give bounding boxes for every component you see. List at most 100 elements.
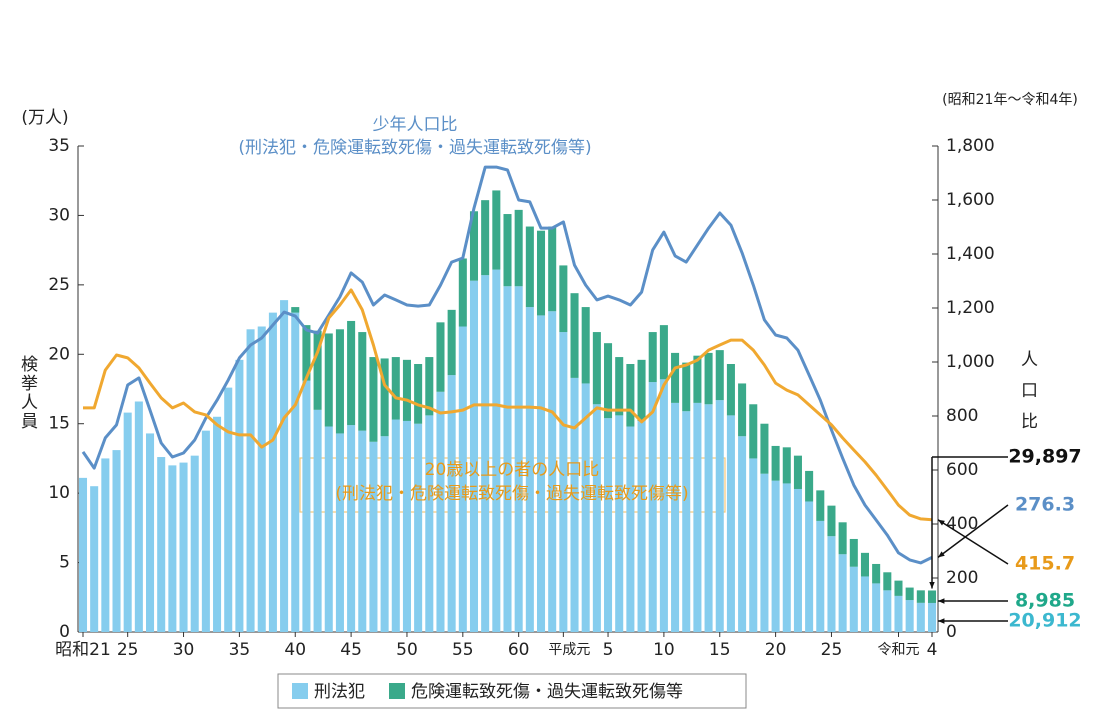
legend-label: 危険運転致死傷・過失運転致死傷等 bbox=[411, 682, 683, 702]
bar bbox=[760, 473, 769, 632]
bar bbox=[358, 332, 367, 431]
bar bbox=[682, 362, 691, 412]
bar bbox=[447, 375, 456, 632]
bar bbox=[280, 300, 289, 632]
bar bbox=[793, 488, 802, 632]
bar bbox=[268, 312, 277, 632]
bar bbox=[760, 423, 769, 474]
x-tick-label: 平成元 bbox=[548, 642, 590, 658]
bar bbox=[503, 286, 512, 632]
bar bbox=[927, 602, 937, 632]
bar bbox=[369, 357, 378, 442]
bar bbox=[872, 563, 881, 584]
bar bbox=[615, 357, 624, 416]
bar bbox=[827, 536, 836, 632]
bar bbox=[78, 477, 88, 632]
bar bbox=[559, 332, 568, 632]
bar bbox=[715, 350, 724, 401]
bar bbox=[469, 280, 479, 632]
bar bbox=[883, 590, 892, 632]
bar bbox=[447, 309, 456, 376]
bar bbox=[536, 315, 546, 632]
bar bbox=[112, 450, 121, 632]
bar bbox=[916, 590, 925, 603]
bar bbox=[704, 404, 713, 632]
y2-tick-label: 800 bbox=[946, 406, 978, 426]
bar bbox=[604, 343, 613, 419]
bar bbox=[458, 258, 467, 327]
y-tick-label: 10 bbox=[48, 483, 70, 503]
series-label: 少年人口比 bbox=[373, 115, 458, 135]
bar bbox=[592, 404, 601, 632]
y-tick-label: 35 bbox=[48, 136, 70, 156]
bar bbox=[615, 415, 624, 632]
bar bbox=[927, 590, 937, 603]
bar bbox=[793, 455, 802, 489]
bar bbox=[134, 401, 143, 632]
bar bbox=[525, 307, 534, 632]
bar bbox=[726, 364, 735, 416]
bar bbox=[771, 480, 780, 632]
arrow-head bbox=[938, 598, 945, 604]
bar bbox=[481, 275, 490, 632]
bar bbox=[324, 333, 333, 427]
bar bbox=[581, 383, 590, 632]
bar bbox=[179, 462, 188, 632]
bar bbox=[402, 359, 411, 421]
bar bbox=[302, 380, 311, 632]
bar bbox=[146, 433, 155, 632]
bar bbox=[503, 214, 512, 287]
x-tick-label: 45 bbox=[340, 640, 362, 660]
series-label: 20歳以上の者の人口比 bbox=[425, 460, 600, 480]
bar bbox=[604, 418, 613, 632]
line bbox=[81, 165, 933, 565]
bar bbox=[391, 419, 400, 632]
bar bbox=[682, 411, 691, 632]
y-tick-label: 20 bbox=[48, 344, 70, 364]
bar bbox=[469, 211, 479, 281]
bar bbox=[860, 552, 869, 577]
y2-label: 人口比 bbox=[1017, 350, 1038, 443]
bar bbox=[101, 458, 110, 632]
bar bbox=[380, 358, 389, 437]
arrow-head bbox=[929, 582, 935, 589]
bar bbox=[380, 436, 389, 632]
x-tick-label: 50 bbox=[396, 640, 418, 660]
bar bbox=[838, 554, 847, 632]
bar bbox=[347, 320, 356, 426]
bar bbox=[291, 312, 300, 632]
bar bbox=[347, 425, 356, 632]
series-sublabel: (刑法犯・危険運転致死傷・過失運転致死傷等) bbox=[238, 138, 591, 158]
bar bbox=[671, 352, 680, 403]
bar bbox=[90, 486, 99, 632]
y2-tick-label: 1,800 bbox=[946, 136, 995, 156]
bar bbox=[492, 269, 501, 632]
bar bbox=[335, 329, 344, 434]
bar bbox=[425, 415, 434, 632]
end-label: 8,985 bbox=[1015, 590, 1075, 612]
bar bbox=[894, 580, 903, 596]
bar bbox=[302, 325, 311, 381]
x-tick-label: 60 bbox=[508, 640, 530, 660]
bar bbox=[749, 404, 758, 459]
arrow bbox=[937, 504, 1009, 558]
bar bbox=[246, 329, 255, 632]
bar bbox=[805, 470, 814, 502]
bar bbox=[592, 332, 601, 405]
x-tick-label: 25 bbox=[821, 640, 843, 660]
bar bbox=[648, 332, 657, 383]
bar bbox=[536, 230, 546, 316]
end-label: 20,912 bbox=[1008, 610, 1081, 632]
bar bbox=[313, 330, 322, 410]
y-tick-label: 15 bbox=[48, 414, 70, 434]
bar bbox=[659, 379, 668, 632]
bar bbox=[481, 200, 490, 276]
bar bbox=[671, 402, 680, 632]
legend-box bbox=[277, 673, 747, 709]
bar bbox=[749, 458, 758, 632]
y-tick-label: 25 bbox=[48, 275, 70, 295]
bar bbox=[693, 355, 702, 403]
arrow-head bbox=[938, 618, 945, 624]
bar bbox=[648, 382, 657, 632]
